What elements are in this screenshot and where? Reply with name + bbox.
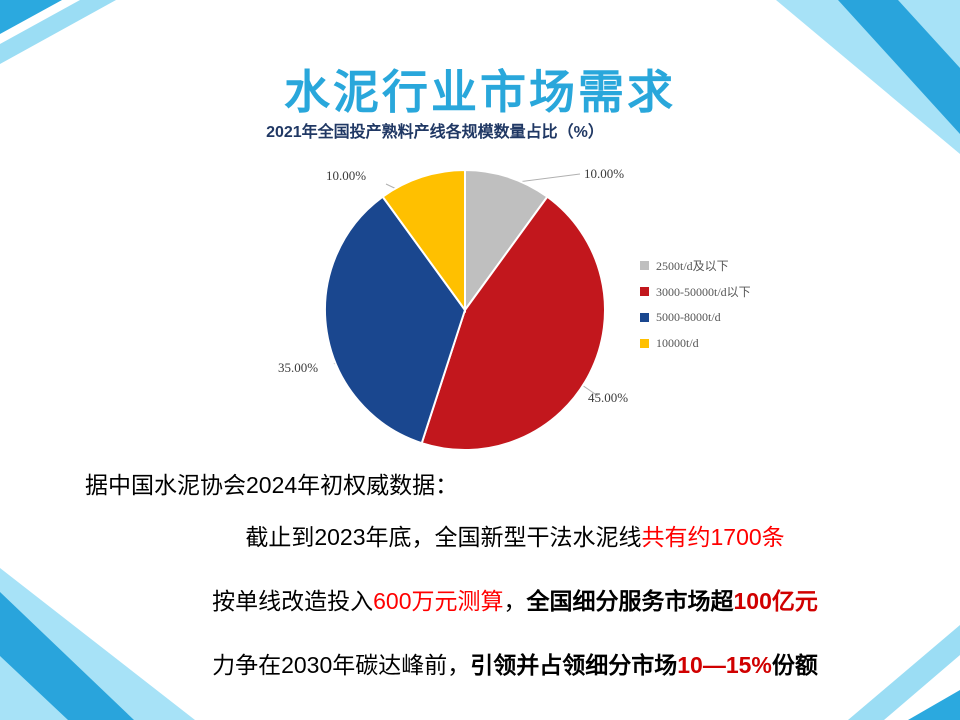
text-segment: ， <box>503 588 527 614</box>
body-line-3: 按单线改造投入600万元测算，全国细分服务市场超100亿元 <box>70 582 960 616</box>
legend-item: 2500t/d及以下 <box>640 252 751 278</box>
pie-slice-3 <box>381 168 466 314</box>
chart-legend: 2500t/d及以下 3000-50000t/d以下 5000-8000t/d 100… <box>640 252 751 356</box>
corner-bottom-right-triangle <box>908 690 960 720</box>
page-title: 水泥行业市场需求 <box>284 66 676 118</box>
legend-label: 3000-50000t/d以下 <box>656 284 751 299</box>
body-line-2: 截止到2023年底，全国新型干法水泥线共有约1700条 <box>70 518 960 552</box>
text-segment: 600万元测算 <box>373 588 504 614</box>
corner-top-left-stripe <box>0 0 116 64</box>
chart-title: 2021年全国投产熟料产线各规模数量占比（%） <box>266 124 604 141</box>
legend-swatch <box>640 286 649 296</box>
data-label-5000-8000td: 35.00% <box>278 360 319 375</box>
legend-swatch <box>640 338 649 348</box>
text-segment: 力争在2030年碳达峰前， <box>212 652 471 678</box>
data-label-10000td: 10.00% <box>326 168 367 183</box>
legend-label: 2500t/d及以下 <box>656 258 729 273</box>
text-segment: 截止到2023年底，全国新型干法水泥线 <box>245 524 642 550</box>
legend-label: 10000t/d <box>656 335 699 350</box>
legend-item: 5000-8000t/d <box>640 304 751 330</box>
text-segment: 10—15% <box>677 652 772 678</box>
text-segment: 按单线改造投入 <box>212 588 374 614</box>
corner-top-right-band <box>838 0 960 134</box>
body-line-1: 据中国水泥协会2024年初权威数据： <box>85 472 459 498</box>
pie-slice-0 <box>464 168 549 314</box>
corner-top-left-triangle <box>0 0 62 34</box>
legend-item: 10000t/d <box>640 330 751 356</box>
text-segment: 份额 <box>771 652 818 678</box>
pie-slice-1 <box>420 195 606 451</box>
text-segment: 引领并占领细分市场 <box>470 652 678 678</box>
legend-label: 5000-8000t/d <box>656 309 721 324</box>
corner-bottom-left-band <box>0 592 134 720</box>
pie-slice-2 <box>324 195 467 445</box>
body-line-4: 力争在2030年碳达峰前，引领并占领细分市场10—15%份额 <box>70 646 960 680</box>
data-label-3000-50000td: 45.00% <box>588 390 629 405</box>
text-segment: 全国细分服务市场超 <box>526 588 734 614</box>
text-segment: 共有约1700条 <box>641 524 785 550</box>
legend-swatch <box>640 260 649 270</box>
pie-slices <box>324 168 606 451</box>
text-segment: 100亿元 <box>733 588 818 614</box>
corner-bottom-right-stripe <box>848 625 960 720</box>
body-text-block: 截止到2023年底，全国新型干法水泥线共有约1700条 按单线改造投入600万元… <box>70 518 960 710</box>
pie-chart-svg <box>324 168 606 451</box>
pie-chart: 10.00% 10.00% 35.00% 45.00% 2500t/d及以下 30… <box>180 140 800 480</box>
legend-item: 3000-50000t/d以下 <box>640 278 751 304</box>
legend-swatch <box>640 312 649 322</box>
data-label-2500td: 10.00% <box>584 166 625 181</box>
